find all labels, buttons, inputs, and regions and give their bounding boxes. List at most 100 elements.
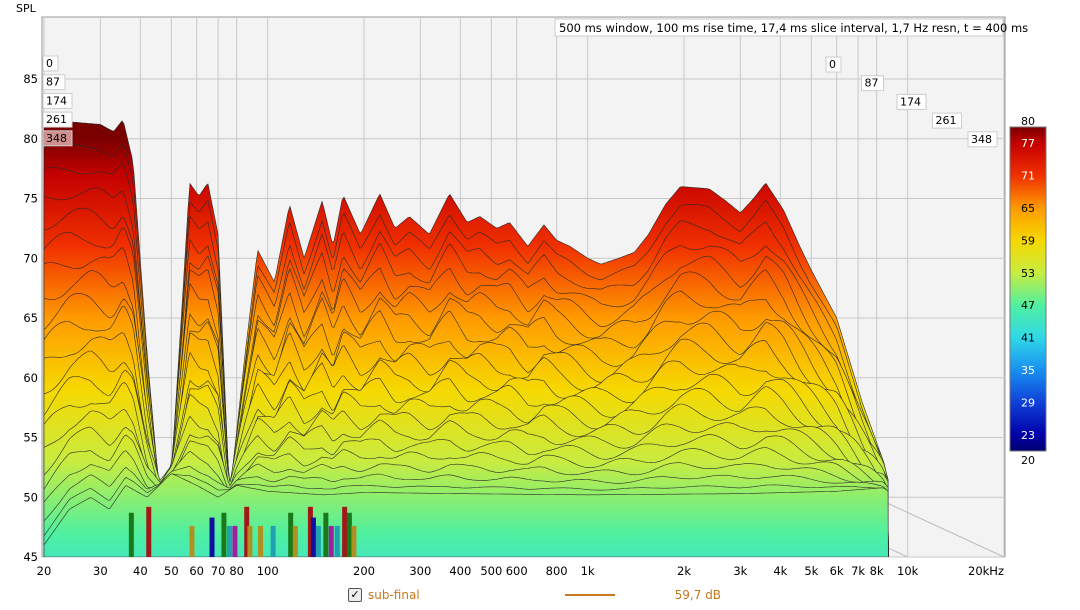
x-tick-label: 50 [164, 564, 179, 578]
x-tick-label: 7k [851, 564, 865, 578]
slice-time-label: 174 [900, 95, 921, 108]
mode-marker [323, 512, 329, 557]
mode-marker [351, 525, 357, 557]
color-scale-label: 47 [1021, 299, 1035, 312]
mode-marker [292, 525, 298, 557]
y-tick-label: 85 [23, 72, 38, 86]
mode-marker [244, 506, 250, 557]
mode-marker [328, 525, 334, 557]
color-scale-label: 41 [1021, 332, 1035, 345]
x-tick-label: 5k [804, 564, 818, 578]
series-value: 59,7 dB [674, 588, 722, 602]
slice-time-label-box [42, 111, 73, 128]
x-tick-label: 100 [257, 564, 279, 578]
color-scale-label: 23 [1021, 429, 1035, 442]
slice-time-label: 87 [865, 77, 879, 90]
y-tick-label: 70 [23, 251, 38, 265]
x-tick-label: 10k [897, 564, 919, 578]
mode-marker [342, 506, 348, 557]
x-ticks: 20 30 40 50 60 70 80 100 200 300 400 500 600 800 1k 2k 3… [37, 564, 1004, 578]
mode-marker [258, 525, 264, 557]
mode-marker [232, 525, 238, 557]
info-box: 500 ms window, 100 ms rise time, 17,4 ms… [554, 18, 1028, 37]
x-tick-label: 60 [189, 564, 204, 578]
mode-marker [128, 512, 134, 557]
mode-marker [334, 525, 340, 557]
y-tick-label: 80 [23, 132, 38, 146]
slice-time-label-box [896, 93, 927, 110]
slice-time-label: 348 [46, 132, 67, 145]
slice-time-label-box [932, 112, 962, 129]
y-tick-label: 75 [23, 192, 38, 206]
x-tick-label: 30 [93, 564, 108, 578]
x-tick-label: 80 [229, 564, 244, 578]
mode-marker [310, 517, 316, 557]
series-name[interactable]: sub-final [368, 588, 420, 602]
x-tick-label: 200 [353, 564, 375, 578]
x-tick-label: 400 [449, 564, 471, 578]
slice-time-label: 0 [46, 57, 53, 70]
color-scale-label: 80 [1021, 115, 1035, 128]
slice-time-label: 261 [46, 113, 67, 126]
slice-time-labels: 0 0 87 87 174 174 261 261 348 348 [42, 55, 998, 148]
color-scale-label: 59 [1021, 234, 1035, 247]
x-tick-label: 70 [211, 564, 226, 578]
color-scale: 80 77 71 65 59 53 47 41 35 29 23 20 [1009, 115, 1047, 467]
mode-marker [227, 525, 233, 557]
x-tick-label: 6k [830, 564, 844, 578]
waterfall-slice [43, 473, 889, 557]
slices [43, 119, 889, 557]
x-tick-label: 500 [480, 564, 502, 578]
slice-time-label-box [967, 131, 998, 148]
mode-marker [346, 512, 352, 557]
color-scale-label: 77 [1021, 137, 1035, 150]
x-tick-label: 8k [870, 564, 884, 578]
color-scale-label: 53 [1021, 267, 1035, 280]
slice-time-label: 87 [46, 76, 60, 89]
slice-time-label: 261 [936, 114, 957, 127]
series-line-sample [564, 594, 615, 596]
y-axis-label: SPL [16, 2, 37, 15]
color-scale-label: 35 [1021, 364, 1035, 377]
y-ticks: 45 50 55 60 65 70 75 80 85 [23, 72, 38, 564]
mode-marker [247, 525, 253, 557]
mode-marker [189, 525, 195, 557]
y-tick-label: 65 [23, 311, 38, 325]
slice-time-label-box [861, 75, 884, 92]
x-tick-label: 20kHz [968, 564, 1004, 578]
y-tick-label: 55 [23, 431, 38, 445]
slice-time-label: 348 [971, 133, 992, 146]
slice-time-label-box [825, 56, 842, 73]
x-tick-label: 800 [546, 564, 568, 578]
slice-time-label: 174 [46, 94, 67, 107]
mode-markers [128, 506, 357, 557]
slice-time-label-box [42, 55, 59, 72]
mode-marker [221, 512, 227, 557]
y-tick-label: 50 [23, 490, 38, 504]
slice-time-label-box [42, 74, 66, 91]
color-scale-label: 29 [1021, 396, 1035, 409]
series-checkbox[interactable]: ✓ [348, 588, 362, 602]
legend: ✓ sub-final 59,7 dB [348, 588, 721, 602]
x-tick-label: 1k [581, 564, 595, 578]
mode-marker [270, 525, 276, 557]
x-tick-label: 20 [37, 564, 52, 578]
floor-line [873, 496, 1005, 558]
slice-time-label-box [42, 130, 73, 147]
mode-marker [307, 506, 313, 557]
x-tick-label: 300 [409, 564, 431, 578]
slice-time-label: 0 [829, 58, 836, 71]
color-scale-label: 20 [1021, 454, 1035, 467]
x-tick-label: 600 [506, 564, 528, 578]
x-tick-label: 2k [677, 564, 691, 578]
mode-marker [288, 512, 294, 557]
color-scale-label: 65 [1021, 202, 1035, 215]
mode-marker [315, 525, 321, 557]
mode-marker [146, 506, 152, 557]
info-text: 500 ms window, 100 ms rise time, 17,4 ms… [559, 21, 1028, 35]
slice-time-label-box [42, 92, 73, 109]
color-scale-label: 71 [1021, 170, 1035, 183]
y-tick-label: 60 [23, 371, 38, 385]
mode-marker [209, 517, 215, 557]
